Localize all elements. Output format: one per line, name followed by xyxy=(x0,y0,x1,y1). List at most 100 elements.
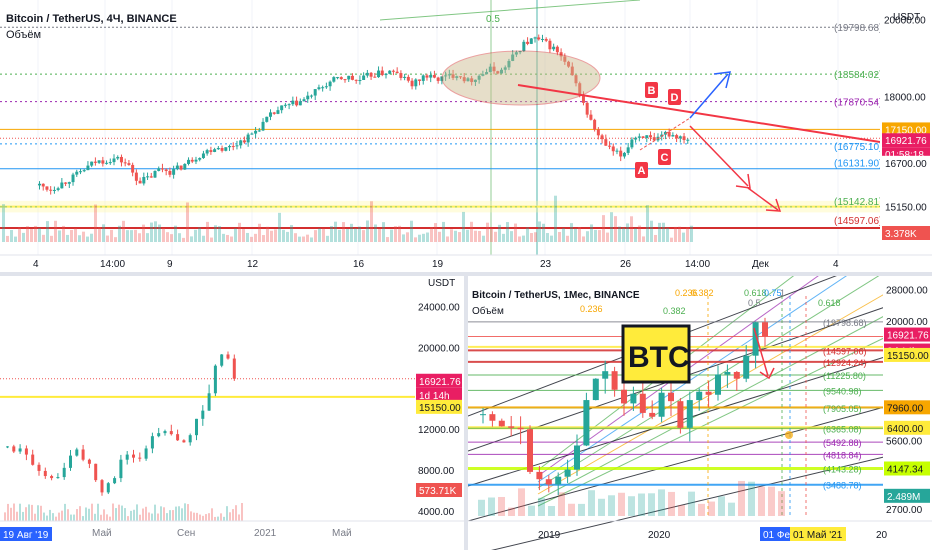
br-volume-bar xyxy=(488,497,495,516)
br-fib-label-5: 0.75 xyxy=(764,288,782,298)
bl-volume-bar xyxy=(124,508,126,521)
top-candle-body xyxy=(168,170,172,175)
top-volume-bar xyxy=(554,195,557,242)
bl-price-tag-2: 15150.00 xyxy=(419,403,461,414)
bottom-right-symbol-title: Bitcoin / TetherUS, 1Мес, BINANCE xyxy=(472,290,640,301)
top-level-label-2: (17870.54) xyxy=(834,98,882,109)
br-candle-body xyxy=(686,400,693,428)
br-candle-body xyxy=(527,429,533,472)
top-volume-bar xyxy=(354,228,357,242)
bl-scale-label-0: 24000.00 xyxy=(418,302,460,313)
top-level-label-0: (19798.68) xyxy=(834,23,882,34)
top-price-tag-1: 16921.76 xyxy=(885,136,927,147)
top-price-tag-0: 17150.00 xyxy=(885,125,927,136)
top-candle-body xyxy=(410,80,414,87)
pane-divider-vertical[interactable] xyxy=(464,276,468,550)
br-volume-bar xyxy=(498,496,505,516)
top-candle-body xyxy=(272,112,276,114)
top-volume-bar xyxy=(70,229,73,242)
top-volume-bar xyxy=(338,229,341,242)
bl-volume-bar xyxy=(40,505,42,521)
top-candle-body xyxy=(321,87,325,89)
top-volume-bar xyxy=(86,236,89,242)
bl-volume-bar xyxy=(199,514,201,521)
bl-volume-bar xyxy=(223,516,225,521)
top-candle-body xyxy=(142,176,146,184)
top-candle-body xyxy=(306,95,310,100)
br-price-tag-3: 7960.00 xyxy=(887,403,924,414)
bl-volume-bar xyxy=(148,512,150,521)
bl-volume-bar xyxy=(133,509,135,521)
top-price-tag-5: 3.378K xyxy=(885,229,917,240)
br-candle-body xyxy=(602,371,609,379)
br-candle-body xyxy=(658,392,665,417)
top-chart-svg[interactable]: 0.5 A B C D (19798.68) (18584.02) (17870.54) (16… xyxy=(0,0,932,272)
bl-volume-bar xyxy=(61,510,63,521)
bl-scale-label-2: 12000.00 xyxy=(418,425,460,436)
top-volume-bar xyxy=(10,230,13,242)
top-volume-bar xyxy=(494,231,497,242)
bl-candle-body xyxy=(138,457,142,459)
top-volume-bar xyxy=(218,226,221,242)
top-volume-bar xyxy=(206,221,209,242)
top-candle-body xyxy=(455,76,459,78)
bottom-left-chart-svg[interactable]: USDT 24000.00 20000.00 12000.00 8000.00 4000.… xyxy=(0,276,464,550)
top-candle-body xyxy=(440,76,444,81)
top-price-tag-4: 15150.00 xyxy=(885,203,927,214)
bl-candle-body xyxy=(220,354,224,366)
top-level-label-1: (18584.02) xyxy=(834,70,882,81)
bottom-right-chart-pane[interactable]: BTC 0.236 0.382 0.236 0.382 0.618 0.75 0.5 1 0.61… xyxy=(468,276,932,550)
top-volume-bar xyxy=(286,231,289,242)
bl-candle-body xyxy=(106,483,110,493)
top-volume-bar xyxy=(434,223,437,242)
bl-volume-bar xyxy=(214,516,216,521)
top-candle-body xyxy=(324,86,328,88)
top-candle-body xyxy=(97,160,101,163)
top-price-tag-3-bg xyxy=(882,155,930,170)
top-wave-label-bg-3 xyxy=(668,89,681,105)
top-candle-body xyxy=(45,186,49,190)
top-candle-body xyxy=(38,183,41,186)
top-candle-body xyxy=(56,188,60,190)
top-candle-body xyxy=(101,160,105,164)
top-volume-bar xyxy=(590,224,593,242)
bl-volume-bar xyxy=(43,512,45,521)
top-candle-body xyxy=(678,136,682,139)
top-volume-bar xyxy=(594,229,597,242)
bl-volume-bar xyxy=(91,503,93,521)
br-candle-body xyxy=(517,427,524,430)
br-volume-bar xyxy=(548,506,555,516)
bl-volume-bar xyxy=(211,508,213,521)
top-volume-bar xyxy=(226,234,229,242)
top-volume-bar xyxy=(530,233,533,242)
top-volume-bar xyxy=(94,204,97,242)
top-volume-bar xyxy=(686,227,689,242)
br-candle-body xyxy=(705,391,712,395)
top-volume-bar xyxy=(582,236,585,242)
top-candle-body xyxy=(93,161,97,163)
top-volume-bar xyxy=(474,230,477,242)
top-volume-bar xyxy=(242,229,245,242)
bl-volume-bar xyxy=(166,513,168,521)
top-candle-body xyxy=(462,77,466,82)
top-candle-body xyxy=(581,95,585,103)
top-volume-bar xyxy=(34,225,37,242)
top-candle-body xyxy=(589,114,593,120)
top-candle-body xyxy=(78,171,82,173)
bottom-left-chart-pane[interactable]: USDT 24000.00 20000.00 12000.00 8000.00 4000.… xyxy=(0,276,464,550)
br-fib-label-4: 0.618 xyxy=(744,288,767,298)
top-candle-body xyxy=(108,162,112,164)
top-volume-bar xyxy=(302,236,305,242)
bl-volume-bar xyxy=(208,513,210,521)
bl-volume-bar xyxy=(64,503,66,521)
pane-divider-horizontal[interactable] xyxy=(0,272,932,276)
top-chart-pane[interactable]: 0.5 A B C D (19798.68) (18584.02) (17870.54) (16… xyxy=(0,0,932,272)
bl-candle-body xyxy=(213,365,217,394)
top-volume-bar xyxy=(390,229,393,242)
top-candle-body xyxy=(626,147,630,153)
br-candle-body xyxy=(564,469,571,477)
top-volume-bar xyxy=(90,233,93,242)
br-volume-bar xyxy=(478,499,485,516)
top-candle-body xyxy=(254,130,258,134)
